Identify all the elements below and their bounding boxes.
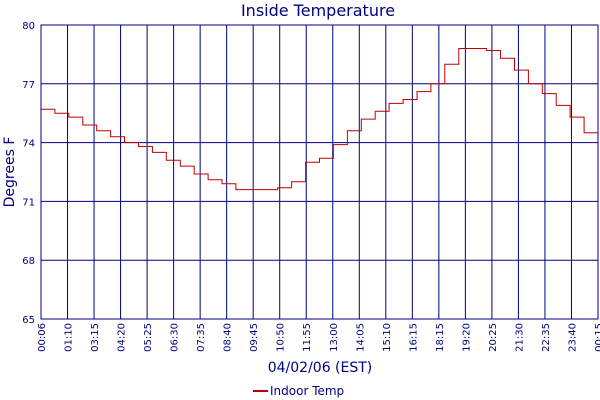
x-tick-label: 22:35 [541,323,552,352]
x-tick-label: 23:40 [567,323,578,352]
x-tick-label: 04:20 [117,323,128,352]
x-tick-label: 11:55 [302,323,313,352]
x-tick-label: 16:15 [408,323,419,352]
x-tick-label: 00:15 [594,323,600,352]
y-tick-label: 77 [22,80,35,91]
y-tick-labels: 80 77 74 71 68 65 [22,21,35,326]
chart-title: Inside Temperature [241,1,395,20]
x-tick-label: 18:15 [435,323,446,352]
y-tick-label: 71 [22,197,35,208]
x-tick-label: 08:40 [223,323,234,352]
x-tick-label: 14:05 [355,323,366,352]
legend: Indoor Temp [253,384,344,398]
x-tick-label: 20:25 [488,323,499,352]
x-tick-label: 09:45 [249,323,260,352]
x-tick-label: 00:06 [37,323,48,352]
x-tick-label: 15:10 [382,323,393,352]
x-tick-label: 19:20 [461,323,472,352]
x-tick-labels: 00:06 01:10 03:15 04:20 05:25 06:30 07:35 08:40… [37,323,600,352]
y-tick-label: 68 [22,256,35,267]
x-tick-label: 07:35 [196,323,207,352]
x-tick-label: 05:25 [143,323,154,352]
x-tick-label: 03:15 [90,323,101,352]
x-tick-label: 13:00 [329,323,340,352]
x-tick-label: 21:30 [514,323,525,352]
x-axis-label: 04/02/06 (EST) [268,360,373,376]
y-tick-label: 80 [22,21,35,32]
x-tick-label: 01:10 [64,323,75,352]
y-tick-label: 65 [22,315,35,326]
x-tick-label: 06:30 [170,323,181,352]
grid [40,24,599,320]
legend-label: Indoor Temp [270,384,344,398]
y-tick-label: 74 [22,139,35,150]
y-axis-label: Degrees F [2,137,18,208]
x-tick-label: 10:50 [276,323,287,352]
series-line-indoor-temp [41,48,598,191]
